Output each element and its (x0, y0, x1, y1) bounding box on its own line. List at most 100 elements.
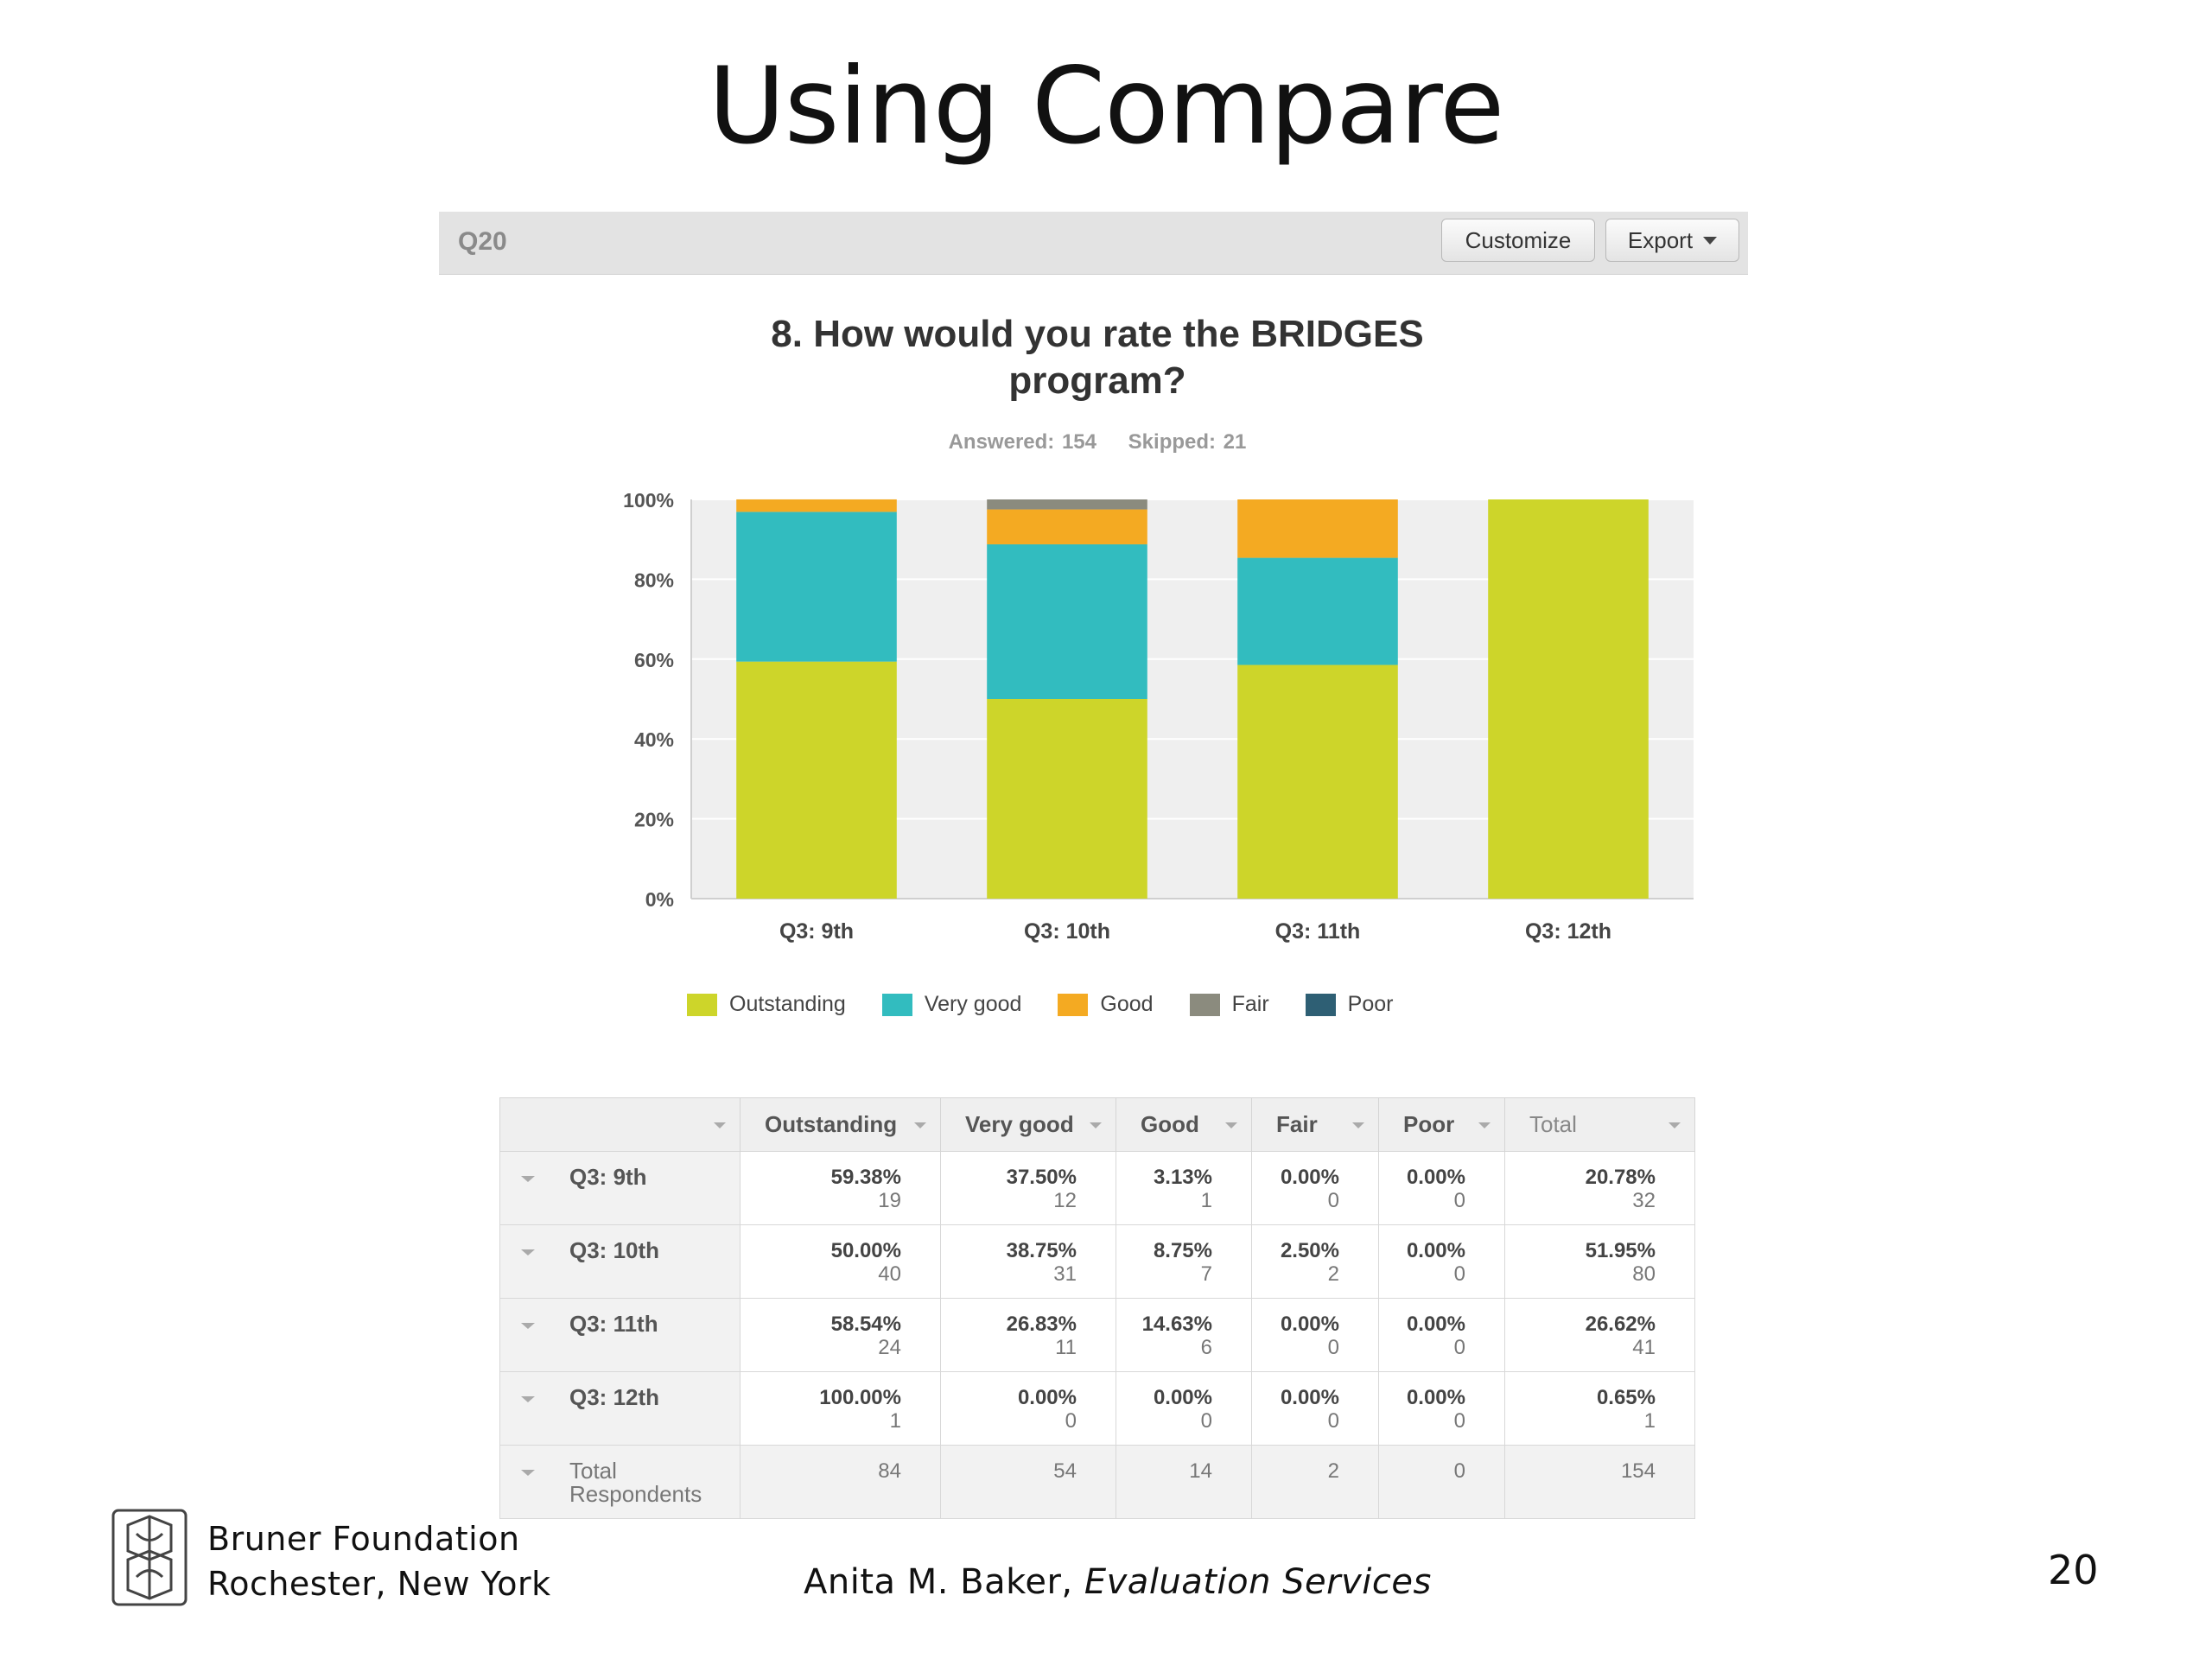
footer-author: Anita M. Baker, Evaluation Services (804, 1562, 1432, 1602)
x-tick-label: Q3: 10th (1024, 919, 1110, 944)
cell-percent: 0.00% (1280, 1313, 1339, 1336)
table-cell: 0.00% 0 (1378, 1371, 1505, 1446)
row-label-text: Q3: 11th (569, 1311, 658, 1337)
legend-item[interactable]: Outstanding (687, 992, 846, 1017)
cell-count: 0 (1453, 1336, 1465, 1359)
y-tick-label: 40% (634, 728, 674, 751)
column-header-label: Total (1529, 1111, 1577, 1137)
total-label-line1: Total (569, 1458, 617, 1484)
table-cell: 20.78% 32 (1504, 1151, 1695, 1225)
cell-count: 0 (1327, 1409, 1339, 1433)
skipped-count: Skipped: 21 (1128, 430, 1247, 454)
cell-count: 0 (1327, 1189, 1339, 1212)
customize-label: Customize (1465, 226, 1572, 253)
column-header[interactable]: Good (1116, 1097, 1252, 1152)
stacked-bar-chart: 0% 20% 40% 60% 80% 100% Q3: 9th Q3: 10th Q3: 11t… (623, 489, 1694, 944)
row-label-text: Q3: 9th (569, 1164, 647, 1190)
table-header-row: Outstanding Very good Good Fair Poor Tot… (499, 1097, 1695, 1152)
export-button[interactable]: Export (1605, 219, 1739, 262)
cell-percent: 0.00% (1280, 1166, 1339, 1189)
customize-button[interactable]: Customize (1441, 219, 1595, 262)
legend-label: Very good (924, 992, 1022, 1016)
legend-label: Good (1100, 992, 1154, 1016)
cell-count: 31 (1053, 1262, 1077, 1286)
x-tick-label: Q3: 11th (1275, 919, 1361, 944)
y-tick-label: 60% (634, 649, 674, 671)
total-respondents-row: Total Respondents 84 54 14 2 0 154 (499, 1445, 1695, 1519)
chevron-down-icon (521, 1176, 535, 1182)
y-tick-label: 100% (623, 489, 674, 512)
y-tick-label: 0% (645, 888, 674, 911)
table-cell: 0.00% 0 (1251, 1371, 1379, 1446)
table-cell: 38.75% 31 (940, 1224, 1116, 1299)
row-label[interactable]: Q3: 12th (499, 1371, 741, 1446)
legend-item[interactable]: Poor (1305, 992, 1393, 1017)
cell-percent: 51.95% (1585, 1239, 1656, 1262)
total-cell: 0 (1378, 1445, 1505, 1519)
cell-count: 0 (1453, 1189, 1465, 1212)
bar-segment (987, 699, 1147, 899)
sort-icon (1478, 1122, 1491, 1128)
column-header[interactable]: Outstanding (740, 1097, 941, 1152)
cell-percent: 0.00% (1017, 1386, 1077, 1409)
table-cell: 100.00% 1 (740, 1371, 941, 1446)
chart-title-line2: program? (1008, 359, 1186, 402)
cell-percent: 0.00% (1406, 1313, 1465, 1336)
row-label[interactable]: Q3: 11th (499, 1298, 741, 1372)
column-header[interactable]: Poor (1378, 1097, 1505, 1152)
table-cell: 0.00% 0 (940, 1371, 1116, 1446)
row-label[interactable]: Q3: 10th (499, 1224, 741, 1299)
chart-legend: Outstanding Very good Good Fair Poor (687, 992, 1429, 1017)
cell-percent: 0.00% (1406, 1386, 1465, 1409)
legend-item[interactable]: Good (1058, 992, 1154, 1017)
column-header[interactable]: Very good (940, 1097, 1116, 1152)
cell-percent: 0.00% (1153, 1386, 1212, 1409)
table-cell: 3.13% 1 (1116, 1151, 1252, 1225)
column-header-label: Good (1141, 1111, 1199, 1137)
chart-title: 8. How would you rate the BRIDGES progra… (657, 311, 1538, 404)
export-label: Export (1627, 226, 1694, 253)
sort-icon (1090, 1122, 1102, 1128)
bar-segment (736, 499, 897, 512)
cell-count: 0 (1200, 1409, 1212, 1433)
total-row-label[interactable]: Total Respondents (499, 1445, 741, 1519)
answered-count: Answered: 154 (948, 430, 1096, 454)
bar-segment (987, 509, 1147, 544)
legend-item[interactable]: Fair (1189, 992, 1269, 1017)
cell-percent: 2.50% (1280, 1239, 1339, 1262)
table-cell: 26.83% 11 (940, 1298, 1116, 1372)
cell-count: 0 (1327, 1336, 1339, 1359)
table-cell: 51.95% 80 (1504, 1224, 1695, 1299)
total-label-line2: Respondents (569, 1481, 702, 1507)
cell-count: 6 (1200, 1336, 1212, 1359)
cell-count: 7 (1200, 1262, 1212, 1286)
cell-count: 1 (1200, 1189, 1212, 1212)
author-organization: Evaluation Services (1084, 1562, 1432, 1602)
cell-percent: 38.75% (1006, 1239, 1077, 1262)
question-id: Q20 (458, 227, 507, 256)
row-label[interactable]: Q3: 9th (499, 1151, 741, 1225)
cell-count: 12 (1053, 1189, 1077, 1212)
column-header-total[interactable]: Total (1504, 1097, 1695, 1152)
response-summary: Answered: 154 Skipped: 21 (657, 430, 1538, 454)
table-row: Q3: 10th 50.00% 40 38.75% 31 8.75% 7 2.50% 2 0.00… (499, 1224, 1695, 1299)
table-cell: 0.00% 0 (1378, 1224, 1505, 1299)
chevron-down-icon (1703, 236, 1718, 245)
cell-count: 41 (1632, 1336, 1656, 1359)
cell-percent: 0.00% (1406, 1239, 1465, 1262)
cell-count: 0 (1453, 1262, 1465, 1286)
row-label-header[interactable] (499, 1097, 741, 1152)
legend-item[interactable]: Very good (881, 992, 1022, 1017)
cell-percent: 14.63% (1141, 1313, 1212, 1336)
bar-segment (987, 543, 1147, 699)
column-header[interactable]: Fair (1251, 1097, 1379, 1152)
footer-organization: Bruner Foundation Rochester, New York (207, 1516, 551, 1606)
sort-icon (1225, 1122, 1237, 1128)
question-toolbar: Q20 Customize Export (439, 212, 1748, 275)
bar-segment (987, 499, 1147, 510)
cell-percent: 37.50% (1006, 1166, 1077, 1189)
chevron-down-icon (521, 1323, 535, 1329)
sort-icon (1352, 1122, 1364, 1128)
bar-segment (736, 661, 897, 899)
table-cell: 0.00% 0 (1251, 1298, 1379, 1372)
